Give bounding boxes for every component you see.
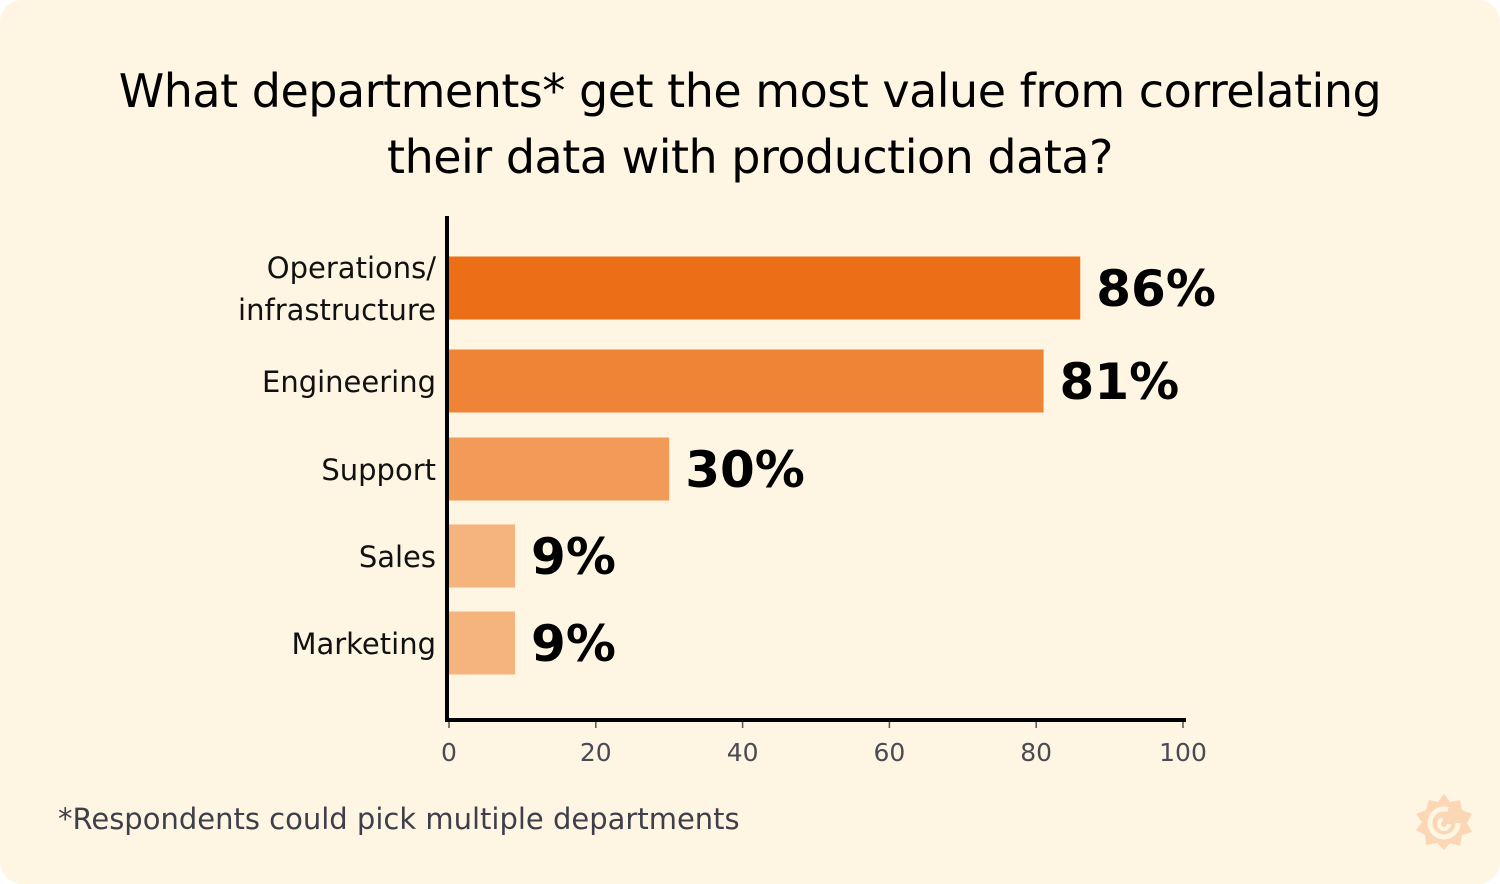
- data-label: 30%: [685, 441, 805, 499]
- bar: [449, 611, 516, 675]
- x-tick-label: 60: [873, 738, 905, 767]
- x-tick-label: 100: [1159, 738, 1207, 767]
- bar: [449, 349, 1044, 413]
- x-tick-label: 80: [1020, 738, 1052, 767]
- category-label: Sales: [359, 540, 436, 574]
- category-label: Engineering: [262, 365, 436, 399]
- data-label: 9%: [531, 615, 616, 673]
- data-label: 9%: [531, 528, 616, 586]
- chart-title: What departments* get the most value fro…: [0, 58, 1500, 190]
- category-label: Operations/: [267, 251, 436, 285]
- category-label: Marketing: [291, 627, 436, 661]
- footnote: *Respondents could pick multiple departm…: [58, 802, 740, 836]
- category-label: Support: [321, 453, 436, 487]
- title-line-2: their data with production data?: [387, 130, 1113, 184]
- title-line-1: What departments* get the most value fro…: [118, 64, 1382, 118]
- bar: [449, 437, 670, 501]
- grafana-logo-icon: [1416, 794, 1472, 850]
- category-label: infrastructure: [238, 293, 436, 327]
- x-tick-label: 40: [727, 738, 759, 767]
- x-tick-label: 0: [441, 738, 457, 767]
- bar: [449, 256, 1081, 320]
- data-label: 86%: [1096, 260, 1216, 318]
- x-tick-label: 20: [580, 738, 612, 767]
- bar: [449, 524, 516, 588]
- data-label: 81%: [1060, 353, 1180, 411]
